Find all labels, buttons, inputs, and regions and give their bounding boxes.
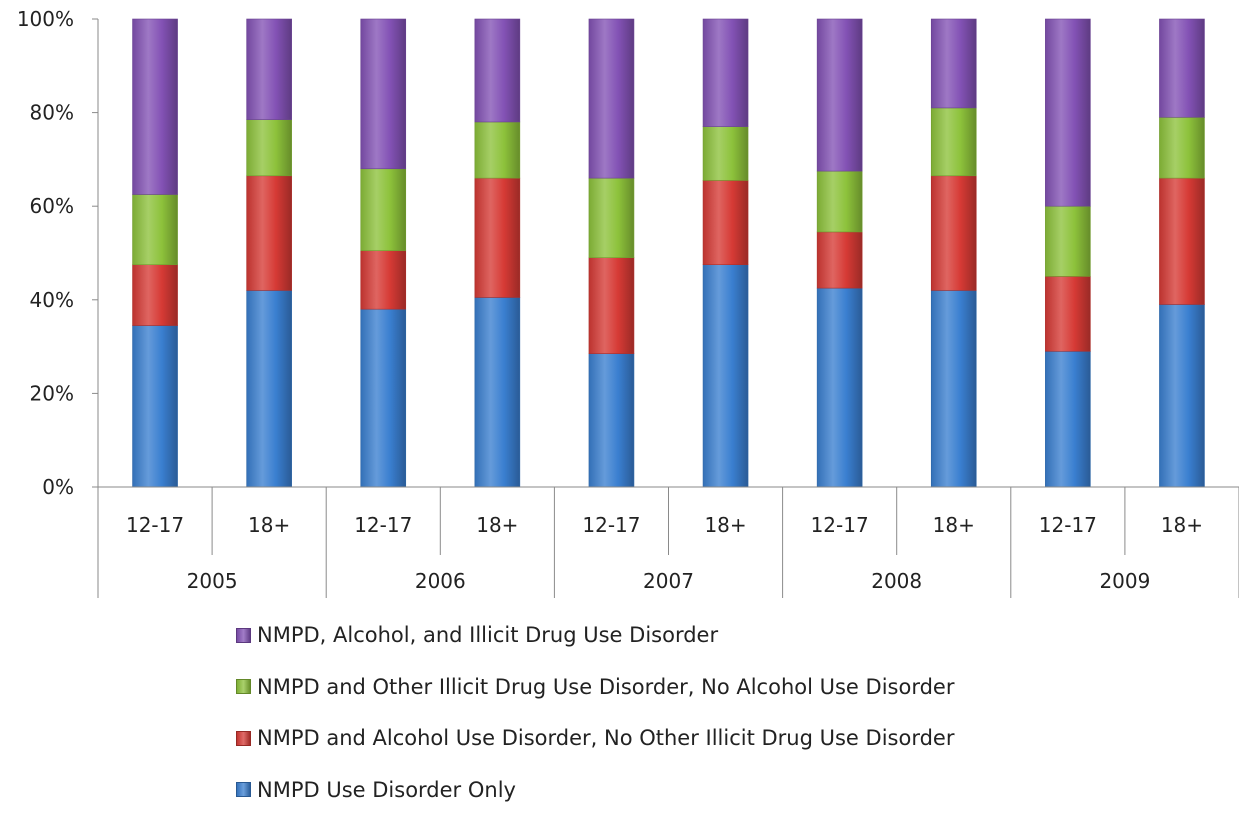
bar-segment: [246, 290, 292, 488]
legend-label: NMPD and Alcohol Use Disorder, No Other …: [257, 726, 955, 750]
bar-segment: [132, 325, 178, 488]
bar-segment: [1159, 18, 1205, 118]
bar-segment: [360, 308, 407, 488]
bar-segment: [930, 175, 977, 291]
bar-segment: [132, 194, 178, 265]
bar-segment: [1045, 18, 1091, 207]
bar-segment: [246, 119, 292, 177]
bar-segment: [588, 353, 635, 488]
x-tick-label: 18+: [933, 513, 975, 537]
y-axis: 0% 20% 40% 60% 80% 100%: [17, 7, 99, 499]
legend-swatch: [236, 782, 251, 797]
legend-item: NMPD, Alcohol, and Illicit Drug Use Diso…: [236, 622, 954, 648]
bar-segment: [1045, 276, 1091, 352]
bar-segment: [1159, 177, 1205, 305]
bar-segment: [246, 175, 292, 291]
bar-segment: [360, 250, 407, 310]
bar-segment: [246, 18, 292, 120]
legend-swatch: [236, 730, 251, 746]
legend: NMPD, Alcohol, and Illicit Drug Use Diso…: [236, 622, 954, 828]
bar-segment: [588, 177, 635, 258]
x-group-label: 2007: [643, 569, 694, 593]
bar-segment: [816, 18, 863, 172]
y-tick-label: 0%: [42, 475, 74, 499]
y-tick-label: 100%: [17, 7, 74, 31]
bar-segment: [930, 290, 977, 488]
y-tick-label: 20%: [30, 381, 74, 405]
bar-segment: [360, 18, 407, 170]
bar-segment: [1159, 116, 1205, 179]
bar-segment: [930, 18, 977, 109]
bar-segment: [702, 180, 749, 266]
legend-label: NMPD, Alcohol, and Illicit Drug Use Diso…: [257, 623, 719, 647]
legend-item: NMPD and Other Illicit Drug Use Disorder…: [236, 674, 954, 700]
bar-segment: [1045, 350, 1091, 488]
legend-swatch: [236, 679, 251, 694]
x-tick-label: 18+: [476, 513, 518, 537]
x-group-label: 2008: [871, 569, 922, 593]
bar-segment: [474, 177, 521, 298]
bar-segment: [930, 107, 977, 177]
bar-segment: [816, 170, 863, 233]
bar-segment: [132, 264, 178, 326]
x-group-label: 2005: [187, 569, 238, 593]
y-tick-label: 40%: [30, 288, 74, 312]
bar-segment: [474, 18, 521, 123]
x-tick-label: 18+: [704, 513, 746, 537]
legend-label: NMPD Use Disorder Only: [257, 777, 516, 802]
legend-swatch: [236, 627, 251, 643]
bar-segment: [132, 18, 178, 195]
bar-segment: [1045, 205, 1091, 277]
bar-segment: [702, 18, 749, 127]
x-tick-label: 12-17: [582, 513, 640, 537]
x-tick-label: 12-17: [354, 513, 412, 537]
legend-label: NMPD and Other Illicit Drug Use Disorder…: [257, 674, 955, 699]
bars: [132, 18, 1205, 488]
bar-segment: [702, 264, 749, 488]
x-group-label: 2006: [415, 569, 466, 593]
stacked-bar-chart: 0%20%40%60%80%100% 12-17 18+ 12-17 18+ 12-17…: [17, 7, 1239, 598]
x-tick-label: 12-17: [126, 513, 184, 537]
bar-segment: [474, 121, 521, 179]
y-tick-label: 80%: [30, 101, 74, 125]
bar-segment: [702, 126, 749, 181]
legend-item: NMPD Use Disorder Only: [236, 777, 954, 803]
x-tick-label: 12-17: [1039, 513, 1097, 537]
bar-segment: [1159, 304, 1205, 488]
x-tick-label: 18+: [248, 513, 290, 537]
bar-segment: [588, 257, 635, 354]
bar-segment: [588, 18, 635, 179]
x-tick-label: 18+: [1161, 513, 1203, 537]
y-tick-label: 60%: [30, 194, 74, 218]
bar-segment: [816, 287, 863, 488]
x-axis: 12-17 18+ 12-17 18+ 12-17 18+ 12-17 18+ 12-17 18+…: [97, 486, 1239, 598]
x-tick-label: 12-17: [811, 513, 869, 537]
bar-segment: [474, 297, 521, 488]
bar-segment: [816, 231, 863, 289]
x-group-label: 2009: [1099, 569, 1150, 593]
bar-segment: [360, 168, 407, 251]
legend-item: NMPD and Alcohol Use Disorder, No Other …: [236, 725, 954, 751]
